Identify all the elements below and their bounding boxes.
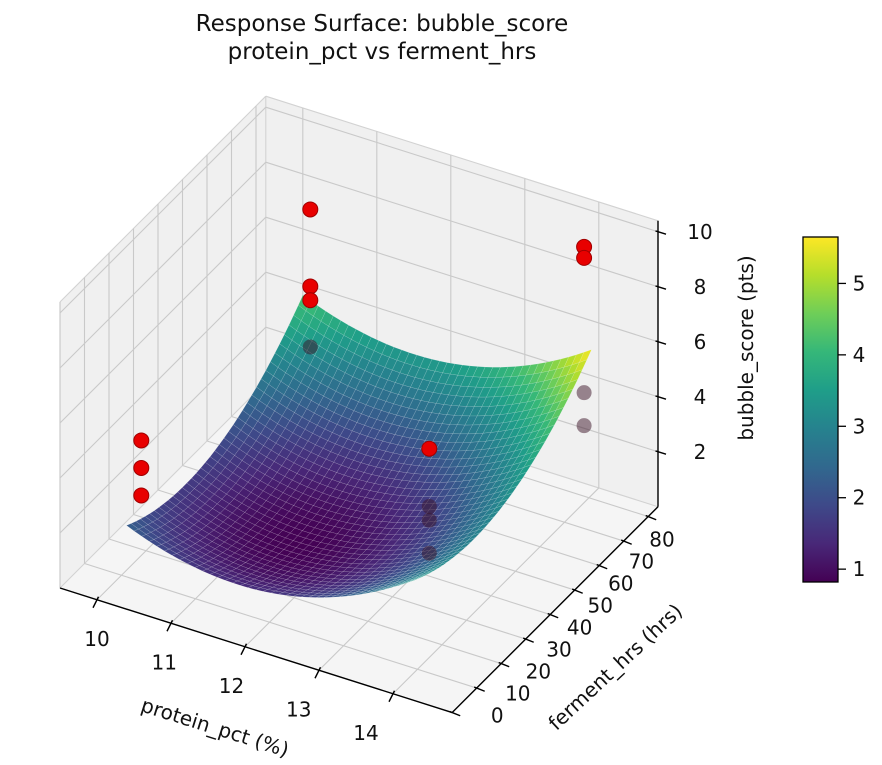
data-point: [133, 432, 150, 449]
data-point-occluded: [576, 385, 592, 401]
y-tick-label: 30: [546, 638, 571, 662]
data-point-occluded: [421, 545, 437, 561]
data-point-occluded: [302, 339, 318, 355]
scatter-points: [133, 201, 593, 561]
data-point-occluded: [421, 498, 437, 514]
chart-title-line1: Response Surface: bubble_score: [196, 11, 569, 37]
data-point: [302, 201, 319, 218]
y-tick-label: 10: [505, 682, 530, 706]
x-tick-label: 13: [286, 697, 311, 721]
z-tick-label: 6: [694, 330, 707, 354]
y-tick-label: 0: [491, 704, 504, 728]
x-tick-label: 11: [152, 650, 177, 674]
colorbar-tick-label: 2: [853, 486, 866, 510]
y-tick-label: 60: [608, 572, 633, 596]
y-tick-label: 70: [629, 550, 654, 574]
colorbar-tick-label: 1: [853, 557, 866, 581]
y-tick-label: 50: [587, 594, 612, 618]
z-axis-label: bubble_score (pts): [734, 255, 758, 440]
data-point: [302, 292, 319, 309]
y-axis-label: ferment_hrs (hrs): [543, 599, 687, 735]
data-point: [133, 459, 150, 476]
chart-title-line2: protein_pct vs ferment_hrs: [228, 39, 537, 65]
x-tick-label: 10: [84, 627, 109, 651]
z-tick-label: 4: [694, 385, 707, 409]
colorbar-tick-label: 4: [853, 343, 866, 367]
data-point: [421, 440, 438, 457]
data-point-occluded: [576, 418, 592, 434]
y-tick-label: 40: [567, 616, 592, 640]
colorbar-gradient: [802, 236, 839, 583]
y-tick-label: 20: [526, 660, 551, 684]
colorbar: 1 2 3 4 5: [802, 236, 866, 583]
data-point: [302, 278, 319, 295]
x-tick-label: 12: [219, 674, 244, 698]
x-axis-label: protein_pct (%): [138, 693, 292, 762]
response-surface: [126, 294, 592, 598]
z-tick-label: 2: [694, 440, 707, 464]
x-tick-label: 14: [353, 721, 378, 745]
data-point: [576, 249, 593, 266]
data-point: [133, 487, 150, 504]
z-tick-label: 10: [687, 220, 712, 244]
data-point-occluded: [421, 512, 437, 528]
colorbar-tick-label: 5: [853, 271, 866, 295]
y-tick-label: 80: [649, 528, 674, 552]
z-tick-label: 8: [694, 275, 707, 299]
colorbar-tick-label: 3: [853, 414, 866, 438]
